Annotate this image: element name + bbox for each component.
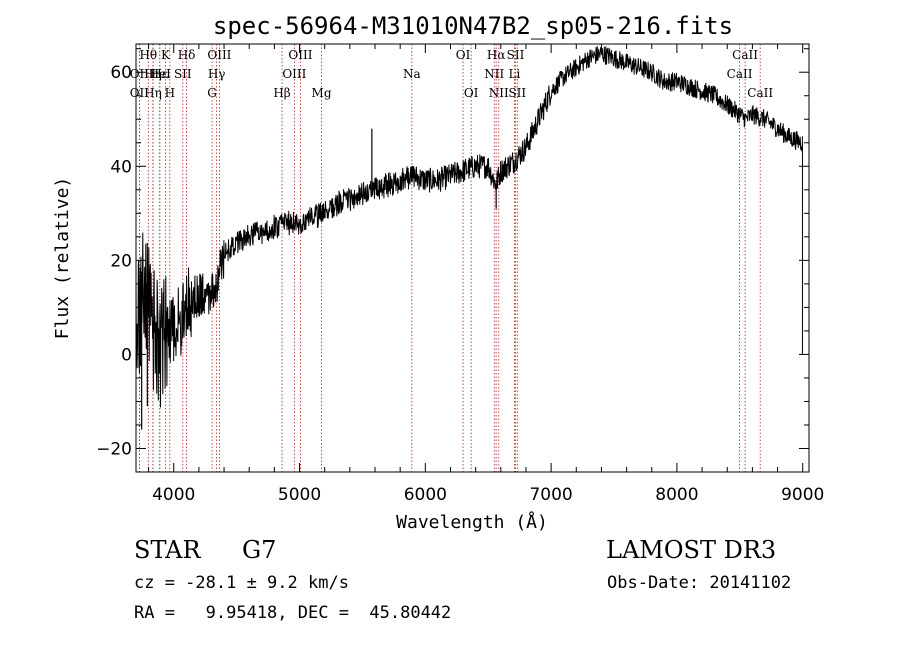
x-tick-label: 8000 [655, 485, 698, 505]
line-marker-label: Hθ [139, 48, 157, 62]
line-marker-label: G [207, 86, 217, 100]
line-marker-label: K [161, 48, 171, 62]
line-marker-label: SII [507, 48, 525, 62]
x-tick-label: 7000 [529, 485, 572, 505]
line-marker-label: OIII [207, 48, 231, 62]
y-tick-label: 60 [110, 63, 132, 83]
y-tick-labels: −20 0 20 40 60 [96, 63, 132, 459]
line-marker-label: NII [484, 67, 504, 81]
object-class: STAR [134, 536, 201, 564]
line-marker-label: OIII [288, 48, 312, 62]
line-marker-label: OIII [282, 67, 306, 81]
spectral-line-markers [138, 44, 761, 472]
spectrum-spikes [141, 128, 803, 430]
y-tick-label: 0 [121, 345, 132, 365]
line-marker-label: Hα [487, 48, 506, 62]
line-marker-label: CaII [727, 67, 753, 81]
line-marker-label: OI [464, 86, 479, 100]
line-marker-label: NII [489, 86, 509, 100]
line-marker-label: OII [130, 86, 150, 100]
coordinates-readout: RA = 9.95418, DEC = 45.80442 [134, 603, 452, 623]
line-marker-label: H [165, 86, 175, 100]
line-marker-label: SII [174, 67, 192, 81]
line-marker-label: Hβ [273, 86, 290, 100]
x-tick-label: 9000 [781, 485, 824, 505]
line-marker-label: Na [403, 67, 421, 81]
line-marker-label: OI [456, 48, 471, 62]
line-marker-label: OII [130, 67, 150, 81]
x-tick-label: 6000 [404, 485, 447, 505]
y-tick-label: −20 [96, 439, 132, 459]
x-tick-labels: 4000 5000 6000 7000 8000 9000 [152, 485, 824, 505]
survey-name: LAMOST DR3 [606, 536, 777, 564]
spectrum-series-line [135, 46, 803, 408]
redshift-readout: cz = -28.1 ± 9.2 km/s [134, 573, 349, 593]
plot-frame [135, 43, 810, 473]
x-axis-label: Wavelength (Å) [396, 511, 548, 533]
line-marker-label: Mg [312, 86, 332, 100]
chart-title: spec-56964-M31010N47B2_sp05-216.fits [213, 12, 733, 40]
x-tick-label: 5000 [278, 485, 321, 505]
y-tick-label: 20 [110, 251, 132, 271]
line-marker-label: Li [508, 67, 520, 81]
line-marker-label: CaII [747, 86, 773, 100]
spectral-subclass: G7 [242, 536, 277, 564]
axis-ticks [136, 44, 809, 473]
line-marker-label: HeI [149, 67, 172, 81]
obs-date-readout: Obs-Date: 20141102 [607, 573, 792, 593]
line-marker-label: Hη [144, 86, 162, 100]
y-tick-label: 40 [110, 157, 132, 177]
line-marker-label: Hε [151, 67, 168, 81]
line-marker-label: CaII [732, 48, 758, 62]
y-axis-label: Flux (relative) [52, 177, 73, 340]
line-marker-label: Hη [144, 67, 162, 81]
x-tick-label: 4000 [152, 485, 195, 505]
line-marker-label: Hγ [208, 67, 226, 81]
line-marker-label: Hδ [178, 48, 196, 62]
line-marker-label: SII [508, 86, 526, 100]
